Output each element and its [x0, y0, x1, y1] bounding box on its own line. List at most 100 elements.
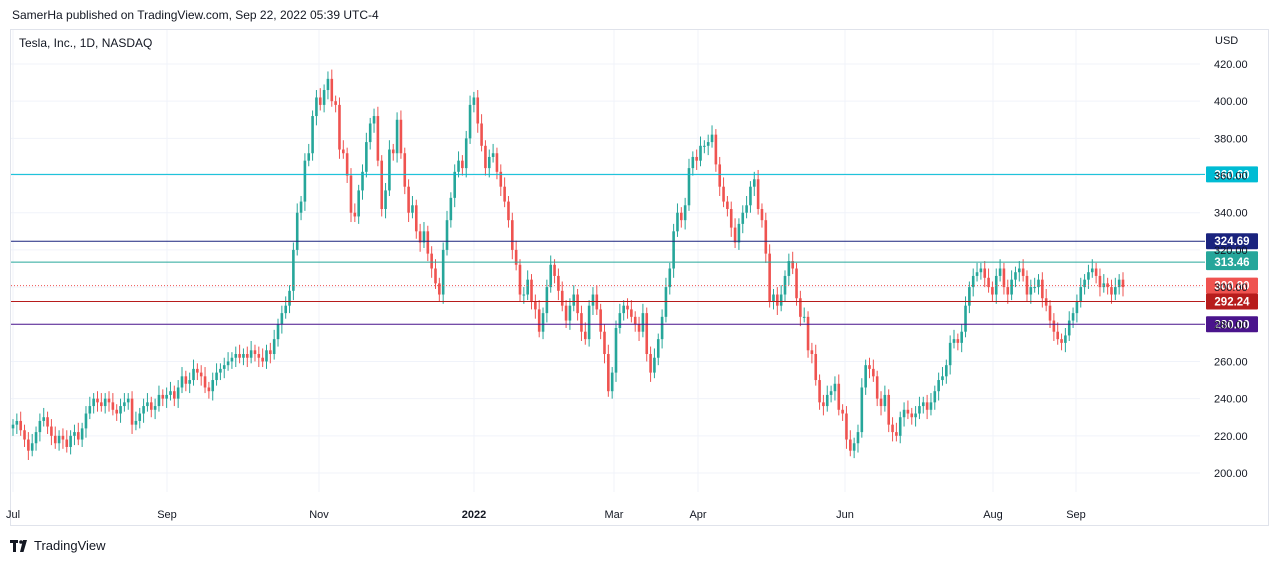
candle: [353, 203, 357, 223]
candle: [964, 296, 967, 338]
candle-body: [841, 409, 844, 414]
candle-body: [722, 186, 725, 202]
level-price-tag-label: 313.46: [1214, 257, 1249, 269]
candle-body: [691, 156, 695, 169]
candle: [557, 268, 560, 301]
candle-body: [449, 197, 453, 221]
candle: [764, 212, 768, 263]
candle: [303, 153, 307, 211]
y-tick-label: 200.00: [1214, 468, 1248, 480]
x-tick-label: Jun: [836, 509, 854, 521]
candle-body: [88, 406, 92, 414]
candle-body: [791, 261, 794, 269]
candle-body: [487, 156, 491, 169]
candle: [779, 285, 783, 312]
candle-body: [438, 283, 441, 295]
candle: [868, 357, 871, 379]
candle-body: [461, 160, 464, 169]
candle-body: [837, 383, 841, 410]
candle-body: [507, 201, 510, 221]
candle-body: [19, 420, 22, 431]
candle-body: [1110, 287, 1113, 295]
candle: [19, 411, 22, 436]
candle-body: [303, 160, 307, 202]
candle-body: [910, 413, 914, 418]
candle: [365, 132, 368, 178]
candle-body: [1048, 305, 1052, 321]
candle-body: [380, 160, 384, 210]
candle: [614, 320, 618, 382]
footer-brand[interactable]: TradingView: [10, 538, 106, 553]
candle-body: [749, 186, 752, 206]
candle-body: [806, 316, 810, 351]
footer-brand-text: TradingView: [34, 538, 106, 553]
candle: [564, 300, 568, 328]
candle: [414, 199, 418, 239]
candle: [330, 69, 334, 107]
candle-body: [261, 357, 264, 362]
candle-body: [541, 313, 545, 332]
x-tick-label: 2022: [462, 509, 486, 521]
candle-body: [480, 123, 483, 146]
candle-body: [833, 383, 837, 392]
candle-body: [649, 354, 652, 373]
candle: [272, 329, 276, 360]
candle: [945, 359, 948, 384]
candle: [1025, 270, 1029, 302]
candle: [530, 274, 533, 310]
candle-body: [495, 153, 499, 172]
candle-body: [196, 368, 199, 373]
candle: [722, 177, 725, 208]
candle-body: [226, 361, 230, 366]
candle: [249, 341, 253, 364]
candle: [1021, 259, 1025, 282]
candle: [107, 391, 111, 412]
candle: [852, 437, 856, 459]
candle: [57, 430, 61, 451]
candle-body: [1014, 272, 1017, 280]
candle: [484, 140, 487, 176]
candle-body: [84, 413, 88, 429]
candle-body: [441, 249, 445, 295]
candle-body: [219, 368, 222, 373]
candle: [618, 303, 622, 334]
candle-body: [864, 365, 867, 388]
candle-body: [1010, 279, 1013, 295]
candle-body: [729, 209, 733, 228]
candle-body: [468, 104, 472, 139]
candle: [1044, 288, 1048, 312]
candle-body: [353, 212, 357, 217]
candle-body: [464, 138, 468, 169]
candle-body: [349, 175, 353, 213]
candle: [1048, 300, 1052, 328]
candle-body: [522, 294, 526, 296]
candle-body: [295, 212, 299, 250]
candle: [637, 316, 641, 342]
level-price-tag-label: 324.69: [1214, 236, 1249, 248]
candle: [933, 385, 937, 410]
candle-body: [284, 305, 287, 314]
candle: [553, 259, 556, 284]
candle-body: [902, 409, 906, 418]
candle-body: [92, 398, 95, 407]
candle: [311, 110, 314, 161]
candle-body: [633, 316, 637, 325]
candle-body: [829, 391, 833, 395]
candle: [130, 391, 134, 434]
candle: [941, 367, 944, 386]
candle-body: [265, 350, 268, 362]
candle-body: [1075, 301, 1079, 314]
candle-body: [115, 409, 119, 414]
candle-body: [683, 205, 687, 221]
candle-body: [929, 402, 933, 410]
candle: [342, 140, 345, 159]
candle-body: [787, 261, 791, 276]
candle-body: [879, 398, 883, 407]
candle-body: [361, 171, 364, 191]
candle: [403, 147, 407, 195]
candle: [799, 290, 802, 327]
candle: [76, 422, 80, 446]
candle: [1114, 277, 1117, 301]
candle-body: [311, 116, 314, 154]
